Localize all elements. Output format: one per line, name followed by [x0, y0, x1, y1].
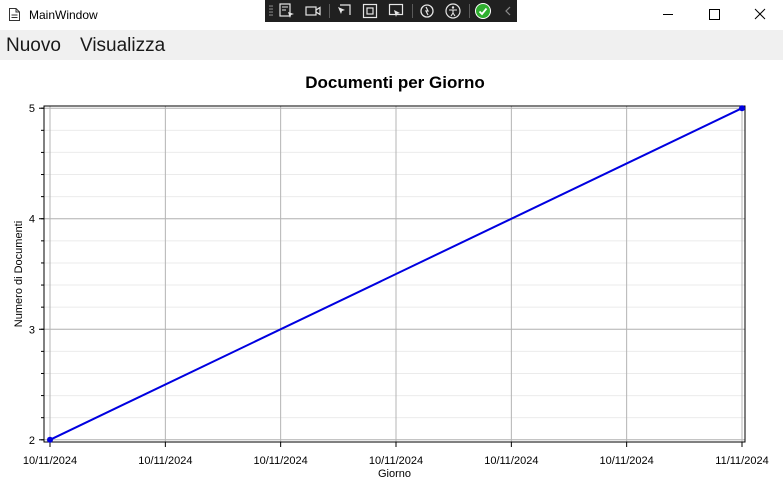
toolbar-separator	[469, 4, 470, 18]
debug-toolbar	[265, 0, 517, 22]
y-axis: 2 3 4 5	[29, 103, 44, 447]
x-tick-label: 11/11/2024	[715, 455, 768, 467]
select-element-icon[interactable]	[278, 2, 296, 20]
menu-bar: Nuovo Visualizza	[0, 30, 783, 60]
y-tick-label: 3	[29, 324, 35, 336]
checkmark-status-icon[interactable]	[474, 2, 492, 20]
plot-area-frame	[43, 105, 746, 443]
y-tick-label: 2	[29, 435, 35, 447]
minimize-icon[interactable]	[645, 0, 691, 30]
track-focused-element-icon[interactable]	[335, 2, 353, 20]
display-layout-adorners-icon[interactable]	[304, 2, 322, 20]
x-tick-label: 10/11/2024	[138, 455, 192, 467]
x-tick-label: 10/11/2024	[254, 455, 308, 467]
menu-item-visualizza[interactable]: Visualizza	[80, 35, 166, 56]
x-tick-label: 10/11/2024	[484, 455, 538, 467]
data-point	[739, 105, 745, 112]
window-title: MainWindow	[29, 8, 98, 22]
chart-title: Documenti per Giorno	[305, 73, 484, 92]
hot-reload-icon[interactable]	[418, 2, 436, 20]
select-element-in-running-app-icon[interactable]	[387, 2, 405, 20]
accessibility-checker-icon[interactable]	[444, 2, 462, 20]
app-document-icon	[9, 8, 20, 21]
maximize-icon[interactable]	[691, 0, 737, 30]
series-layer	[47, 105, 745, 443]
title-bar[interactable]: MainWindow	[0, 0, 783, 30]
toolbar-separator	[412, 4, 413, 18]
series-line	[49, 107, 743, 441]
x-axis-label: Giorno	[378, 468, 411, 480]
collapse-chevron-icon[interactable]	[499, 2, 517, 20]
close-icon[interactable]	[737, 0, 783, 30]
major-grid	[44, 106, 745, 442]
x-tick-label: 10/11/2024	[23, 455, 77, 467]
y-axis-label: Numero di Documenti	[13, 221, 25, 327]
toolbar-separator	[329, 4, 330, 18]
data-point	[47, 436, 53, 443]
x-tick-label: 10/11/2024	[369, 455, 423, 467]
x-axis: 10/11/2024 10/11/2024 10/11/2024 10/11/2024…	[23, 442, 769, 467]
menu-item-nuovo[interactable]: Nuovo	[6, 35, 61, 56]
toolbar-grip-icon[interactable]	[269, 4, 273, 18]
y-tick-label: 4	[29, 214, 35, 226]
preview-selection-icon[interactable]	[361, 2, 379, 20]
y-tick-label: 5	[29, 103, 35, 115]
x-tick-label: 10/11/2024	[600, 455, 654, 467]
